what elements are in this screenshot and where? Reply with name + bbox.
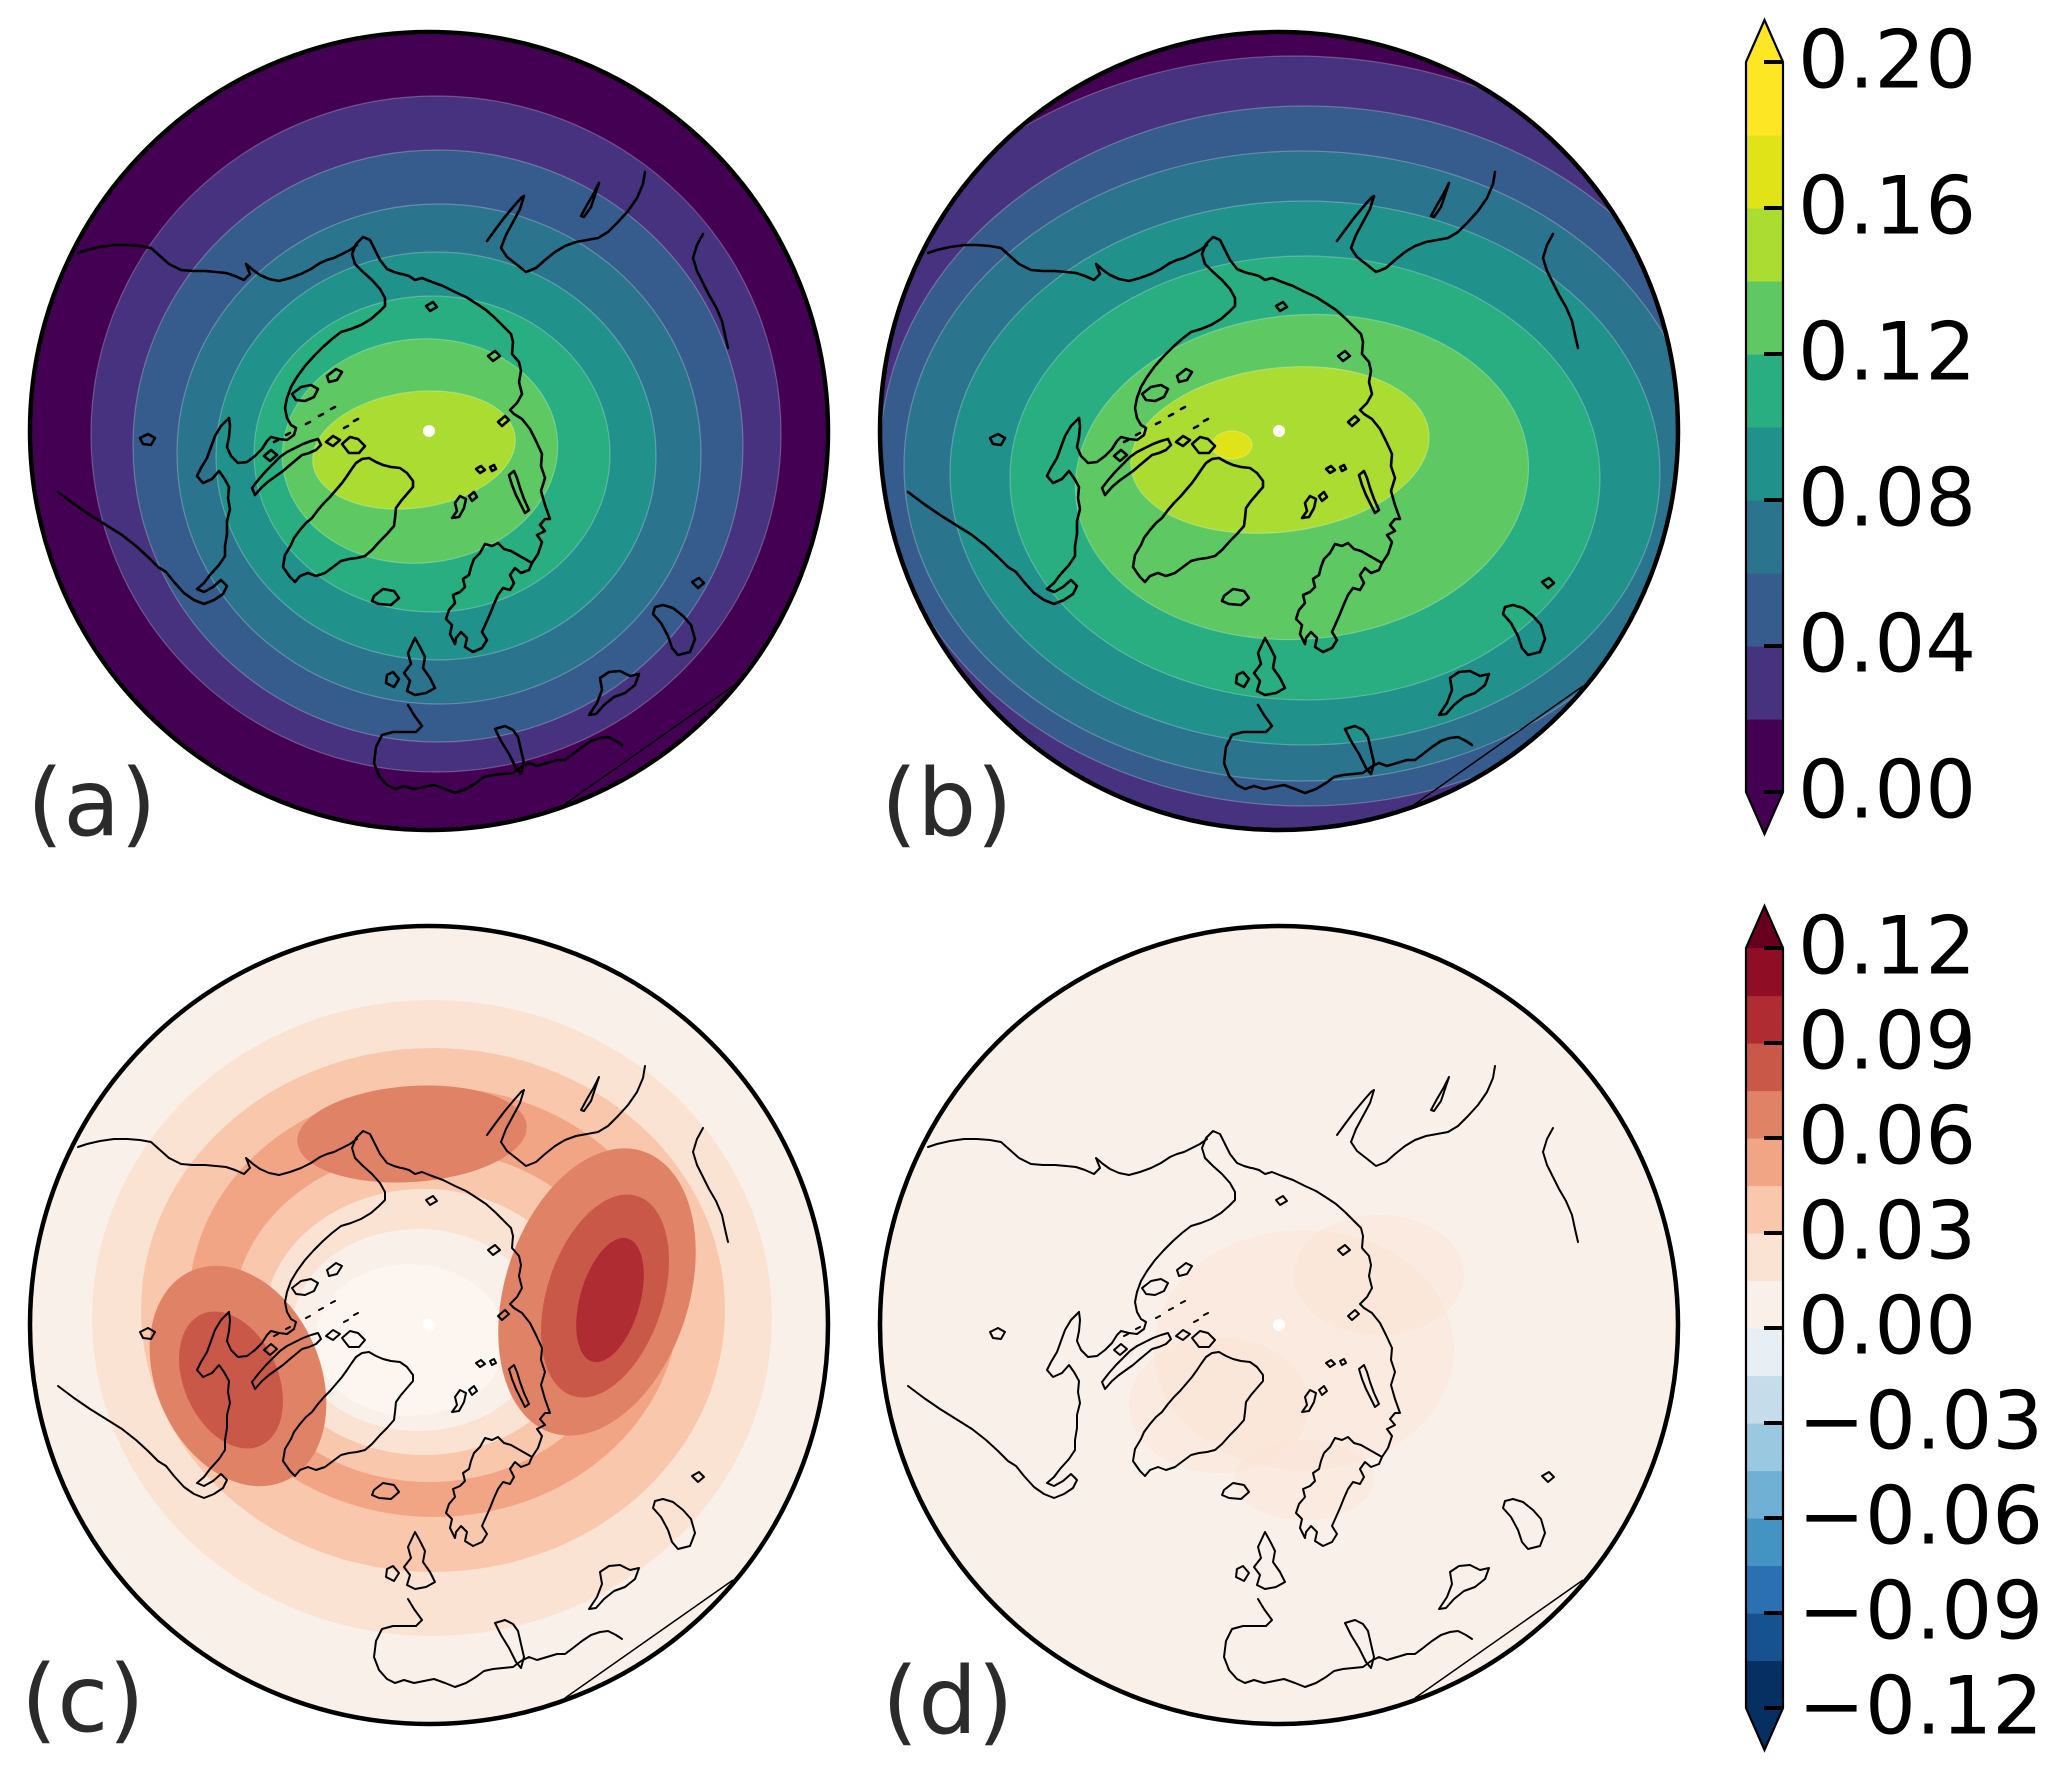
map-boundary-c — [27, 923, 831, 1727]
contour-bands-b — [882, 55, 1676, 828]
projection-seam-c — [564, 1579, 734, 1699]
contour-bands-a — [90, 95, 782, 773]
colorbar-bottom-tick-label: 0.09 — [1798, 994, 1977, 1088]
colorbar-top — [1744, 17, 1785, 837]
colorbar-bottom-over-arrow — [1746, 906, 1783, 948]
panel-label-b: (b) — [881, 749, 1013, 857]
projection-seam-b — [1414, 685, 1584, 805]
panel-b-map — [877, 29, 1681, 833]
colorbar-top-ticks — [1764, 60, 1783, 794]
north-pole-dot-a — [423, 425, 435, 437]
colorbar-top-tick-label: 0.08 — [1798, 451, 1977, 545]
contour-bands-c — [92, 1000, 772, 1636]
panel-d-map — [877, 923, 1681, 1727]
colorbar-top-tick-label: 0.20 — [1798, 13, 1977, 107]
contour-bands-d — [1129, 1215, 1464, 1520]
colorbar-top-over-arrow — [1746, 20, 1783, 62]
map-boundary-b — [877, 29, 1681, 833]
north-pole-dot-c — [423, 1319, 435, 1331]
colorbar-bottom-under-arrow — [1746, 1708, 1783, 1750]
colorbar-top-bands — [1746, 62, 1783, 793]
colorbar-bottom-ticks — [1764, 946, 1783, 1710]
colorbar-bottom-tick-label: −0.03 — [1798, 1374, 2044, 1468]
colorbar-bottom-bands — [1746, 948, 1783, 1709]
colorbar-bottom-tick-label: 0.00 — [1798, 1279, 1977, 1373]
colorbar-top-tick-label: 0.12 — [1798, 305, 1977, 399]
colorbar-bottom — [1744, 903, 1785, 1753]
map-boundary-a — [27, 29, 831, 833]
colorbar-bottom-tick-label: 0.12 — [1798, 899, 1977, 993]
colorbar-bottom-tick-label: −0.06 — [1798, 1469, 2044, 1563]
panel-label-c: (c) — [21, 1645, 145, 1753]
colorbar-bottom-tick-label: −0.09 — [1798, 1564, 2044, 1658]
panel-c-map — [27, 923, 831, 1727]
colorbar-top-tick-label: 0.16 — [1798, 159, 1977, 253]
projection-seam-d — [1414, 1579, 1584, 1699]
colorbar-bottom-tick-label: 0.06 — [1798, 1089, 1977, 1183]
colorbar-bottom-tick-label: 0.03 — [1798, 1184, 1977, 1278]
panel-label-a: (a) — [27, 749, 157, 857]
north-pole-dot-b — [1273, 425, 1285, 437]
colorbar-top-under-arrow — [1746, 792, 1783, 834]
projection-seam-a — [564, 685, 734, 805]
colorbar-bottom-tick-label: −0.12 — [1798, 1659, 2044, 1753]
map-boundary-d — [877, 923, 1681, 1727]
panel-label-d: (d) — [882, 1647, 1014, 1755]
panel-a-map — [27, 29, 831, 833]
colorbar-top-tick-label: 0.00 — [1798, 743, 1977, 837]
north-pole-dot-d — [1273, 1319, 1285, 1331]
colorbar-top-tick-label: 0.04 — [1798, 597, 1977, 691]
